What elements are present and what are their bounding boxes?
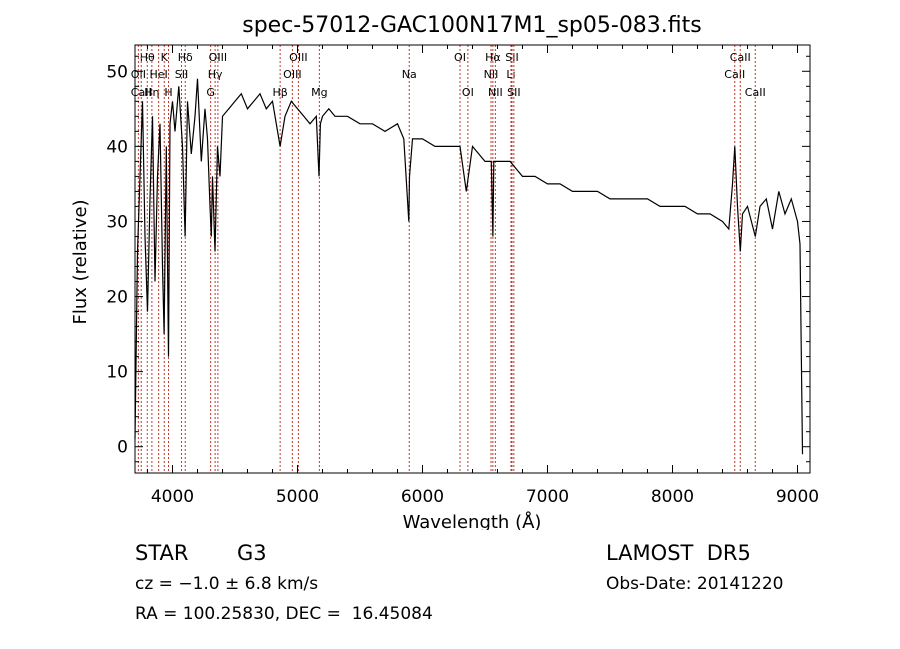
y-tick-label: 50: [106, 62, 128, 82]
spectral-line-label: NII: [488, 86, 503, 99]
spectral-line-label: SII: [175, 68, 188, 81]
object-class: STAR: [135, 541, 189, 565]
x-tick-label: 9000: [776, 487, 819, 507]
spectrum-chart: spec-57012-GAC100N17M1_sp05-083.fits Hθ O…: [70, 13, 819, 530]
x-tick-label: 6000: [401, 487, 444, 507]
spectral-line-label: HeI: [149, 68, 167, 81]
spectrum-line: [134, 78, 804, 455]
spectral-line-label: Hα: [485, 51, 501, 64]
spectral-line-label: Hδ: [178, 51, 193, 64]
spectral-line-label: CaII: [724, 68, 745, 81]
observation-date: Obs-Date: 20141220: [606, 574, 784, 594]
spectral-line-label: H: [164, 86, 172, 99]
spectral-line-label: Hθ: [140, 51, 155, 64]
x-tick-label: 5000: [276, 487, 319, 507]
spectral-line-label: OIII: [289, 51, 307, 64]
spectral-line-label: SII: [507, 86, 520, 99]
spectral-line-label: OIII: [209, 51, 227, 64]
spectral-line-label: K: [161, 51, 169, 64]
spectral-line-label: CaII: [745, 86, 766, 99]
spectral-line-label: OI: [454, 51, 466, 64]
sky-coordinates: RA = 100.25830, DEC = 16.45084: [135, 604, 433, 624]
x-axis-label: Wavelength (Å): [403, 511, 542, 530]
redshift-velocity: cz = −1.0 ± 6.8 km/s: [135, 574, 319, 594]
spectral-line-label: OIII: [283, 68, 301, 81]
y-tick-label: 30: [106, 212, 128, 232]
survey-name: LAMOST DR5: [606, 541, 751, 565]
y-tick-label: 40: [106, 137, 128, 157]
spectral-line-label: NII: [484, 68, 499, 81]
plot-frame: [134, 44, 811, 474]
y-axis-label: Flux (relative): [70, 199, 91, 324]
object-subclass: G3: [237, 541, 267, 565]
spectral-line-label: CaII: [730, 51, 751, 64]
spectral-line-label: CaII: [131, 86, 152, 99]
y-tick-label: 20: [106, 288, 128, 308]
x-axis-ticks: 4000 5000 6000 7000 8000 9000: [147, 45, 819, 507]
spectral-line-label: SII: [505, 51, 518, 64]
spectral-line-label: Mg: [311, 86, 327, 99]
y-axis-ticks: 0 10 20 30 40 50: [106, 55, 810, 463]
x-tick-label: 4000: [151, 487, 194, 507]
spectral-line-label: Hβ: [272, 86, 287, 99]
spectral-line-markers: HθOIICaIIHηHeIKHSIIHδGHγOIIIHβOIIIOIIIMg…: [131, 45, 766, 473]
y-tick-label: 10: [106, 363, 128, 383]
x-tick-label: 7000: [526, 487, 569, 507]
spectral-line-label: OII: [131, 68, 146, 81]
spectral-line-label: Hη: [144, 86, 159, 99]
x-tick-label: 8000: [651, 487, 694, 507]
spectral-line-label: G: [206, 86, 215, 99]
spectral-line-label: Li: [506, 68, 515, 81]
spectral-line-label: OI: [462, 86, 474, 99]
y-tick-label: 0: [117, 438, 128, 458]
chart-title: spec-57012-GAC100N17M1_sp05-083.fits: [242, 13, 702, 38]
spectral-line-label: Na: [402, 68, 417, 81]
spectral-line-label: Hγ: [208, 68, 223, 81]
